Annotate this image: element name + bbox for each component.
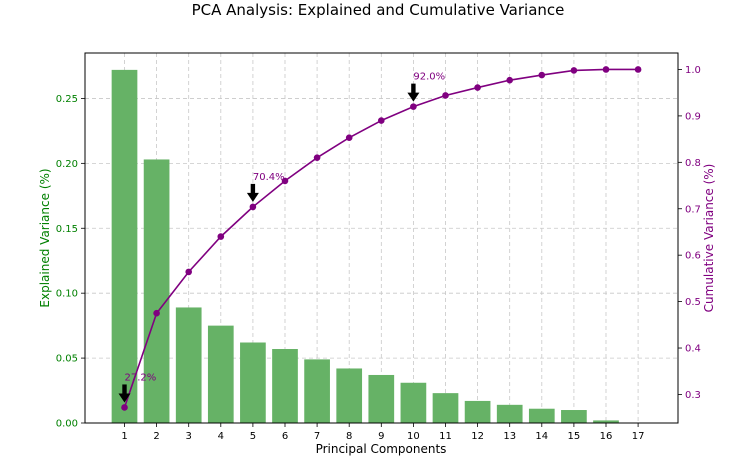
x-tick-label: 14 <box>535 431 548 442</box>
bar-pc6 <box>272 349 298 423</box>
bar-pc2 <box>143 159 170 423</box>
bar-pc14 <box>528 408 555 423</box>
left-tick-label: 0.10 <box>56 289 78 300</box>
x-axis-ticks: 1 2 3 4 5 6 7 8 9 10 11 12 13 14 15 16 17 <box>121 423 644 442</box>
x-tick-label: 16 <box>600 431 613 442</box>
cumulative-point-pc4 <box>217 233 225 240</box>
bar-pc9 <box>368 374 395 423</box>
x-tick-label: 15 <box>568 431 581 442</box>
annotation-3: 92.0% <box>407 72 445 102</box>
annotation-arrow-icon <box>407 92 420 102</box>
bar-pc15 <box>561 410 587 423</box>
annotation-label: 92.0% <box>413 72 445 83</box>
cumulative-point-pc15 <box>570 67 578 74</box>
bar-pc13 <box>496 404 523 423</box>
right-tick-label: 1.0 <box>685 65 701 76</box>
x-tick-label: 12 <box>471 431 484 442</box>
right-tick-label: 0.5 <box>685 297 701 308</box>
right-tick-label: 0.8 <box>685 158 701 169</box>
annotations: 27.2% 70.4% 92.0% <box>118 72 445 403</box>
left-axis-ticks: 0.00 0.05 0.10 0.15 0.20 0.25 <box>56 94 85 430</box>
cumulative-point-pc14 <box>538 71 546 79</box>
x-tick-label: 1 <box>121 431 127 442</box>
x-axis-label: Principal Components <box>316 442 447 456</box>
annotation-label: 27.2% <box>125 372 157 383</box>
bar-pc7 <box>304 359 330 423</box>
left-tick-label: 0.25 <box>56 94 78 105</box>
right-axis-label: Cumulative Variance (%) <box>702 164 716 313</box>
right-tick-label: 0.7 <box>685 204 701 215</box>
cumulative-point-pc8 <box>345 134 353 142</box>
x-tick-label: 3 <box>186 431 192 442</box>
cumulative-point-pc13 <box>506 76 513 84</box>
left-tick-label: 0.20 <box>56 159 78 170</box>
x-tick-label: 2 <box>153 431 159 442</box>
right-tick-label: 0.4 <box>685 344 701 355</box>
cumulative-point-pc3 <box>185 268 192 276</box>
chart-title: PCA Analysis: Explained and Cumulative V… <box>192 1 565 19</box>
right-tick-label: 0.9 <box>685 111 701 122</box>
left-tick-label: 0.15 <box>56 224 78 235</box>
cumulative-point-pc17 <box>634 66 642 73</box>
annotation-2: 70.4% <box>246 172 285 202</box>
right-tick-label: 0.3 <box>685 390 701 401</box>
cumulative-line <box>121 66 642 411</box>
x-tick-label: 11 <box>439 431 452 442</box>
annotation-arrow-shaft <box>250 183 256 194</box>
cumulative-point-pc10 <box>410 103 417 110</box>
bar-pc11 <box>432 393 459 423</box>
x-tick-label: 7 <box>314 431 320 442</box>
x-tick-label: 4 <box>218 431 224 442</box>
x-tick-label: 10 <box>407 431 420 442</box>
annotation-label: 70.4% <box>253 172 285 183</box>
right-tick-label: 0.6 <box>685 251 701 262</box>
bar-pc3 <box>175 307 202 423</box>
cumulative-point-pc1 <box>121 404 128 411</box>
left-tick-label: 0.00 <box>56 419 78 430</box>
cumulative-point-pc11 <box>442 92 449 99</box>
right-axis-ticks: 0.3 0.4 0.5 0.6 0.7 0.8 0.9 1.0 <box>678 65 701 401</box>
annotation-arrow-shaft <box>411 83 416 94</box>
bar-pc4 <box>207 325 234 423</box>
bar-pc10 <box>400 382 427 423</box>
left-tick-label: 0.05 <box>56 354 78 365</box>
bar-pc5 <box>240 342 266 423</box>
x-tick-label: 6 <box>282 431 288 442</box>
annotation-arrow-shaft <box>122 384 127 395</box>
bars <box>111 69 619 423</box>
cumulative-point-pc2 <box>153 309 160 317</box>
x-tick-label: 9 <box>378 431 384 442</box>
annotation-arrow-icon <box>246 192 259 202</box>
bar-pc8 <box>336 368 363 423</box>
bar-pc16 <box>593 420 619 423</box>
annotation-arrow-icon <box>118 393 131 403</box>
x-tick-label: 5 <box>250 431 256 442</box>
x-tick-label: 8 <box>346 431 352 442</box>
bar-pc12 <box>464 400 491 423</box>
bar-pc1 <box>111 69 138 423</box>
left-axis-label: Explained Variance (%) <box>38 168 52 307</box>
cumulative-point-pc6 <box>281 177 289 185</box>
cumulative-point-pc9 <box>378 117 385 124</box>
x-tick-label: 17 <box>632 431 645 442</box>
cumulative-point-pc7 <box>313 154 321 161</box>
annotation-1: 27.2% <box>118 372 157 403</box>
grid <box>85 53 678 424</box>
cumulative-point-pc16 <box>602 66 610 73</box>
cumulative-point-pc5 <box>249 203 257 211</box>
x-tick-label: 13 <box>503 431 516 442</box>
cumulative-point-pc12 <box>474 84 481 91</box>
